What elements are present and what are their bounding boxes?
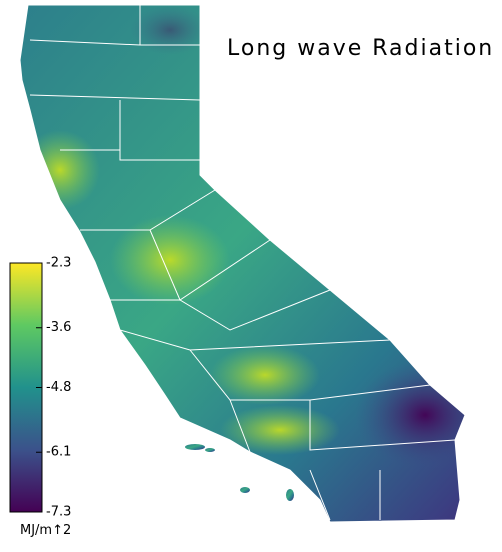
colorbar-tick-label: -4.8 <box>46 380 71 395</box>
colorbar-tick-label: -3.6 <box>46 320 71 335</box>
islands <box>185 444 294 501</box>
colorbar-unit: MJ/m↑2 <box>20 523 71 538</box>
colorbar-tick-label: -2.3 <box>46 256 71 271</box>
colorbar-tick-label: -7.3 <box>46 505 71 520</box>
map-title: Long wave Radiation <box>227 36 494 61</box>
county-lines <box>19 4 466 523</box>
colorbar-tick-label: -6.1 <box>46 445 71 460</box>
